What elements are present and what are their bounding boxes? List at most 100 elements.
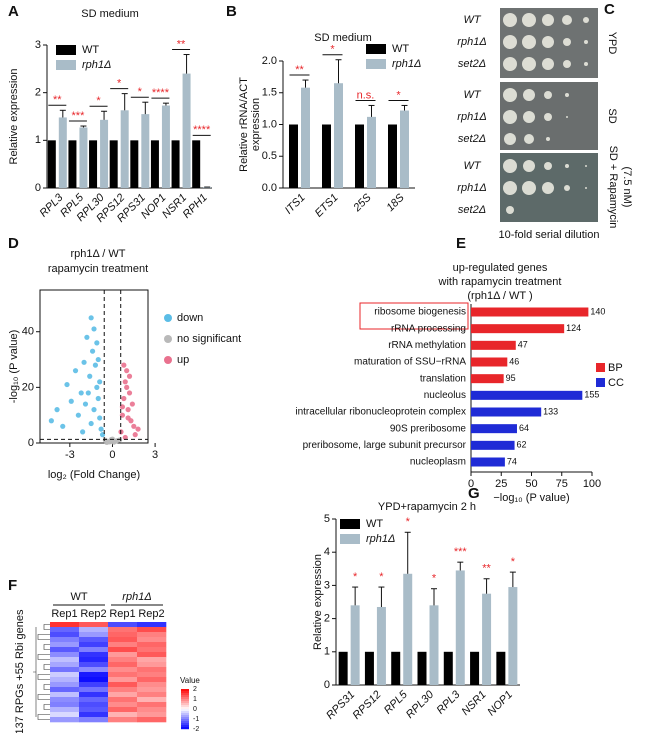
colony [522,13,536,27]
y-axis-label: Relative expression [8,69,20,165]
x-tick-label: 18S [384,191,407,214]
x-tick-label: ITS1 [283,192,308,217]
heatmap-cell [137,712,167,718]
dendrogram [33,627,37,717]
bar [100,119,109,188]
colony [542,182,554,194]
point [122,379,128,385]
y-tick-label: 1 [35,134,41,146]
heatmap-cell [79,682,109,688]
bar [338,651,348,685]
colorbar-segment [181,699,189,702]
bar [471,424,517,434]
y-axis-label: Relative expression [312,554,324,650]
dendrogram [37,634,50,640]
point [131,423,137,429]
y-tick-label: 0 [28,437,34,449]
bar [182,73,191,188]
point [97,379,103,385]
column-label: Rep2 [138,608,164,620]
bar [388,124,397,188]
x-tick-label: NOP1 [485,689,515,719]
significance-label: * [330,44,335,56]
bar [443,651,453,685]
significance-label: * [396,89,401,101]
heatmap-cell [50,677,80,683]
point [125,415,131,421]
heatmap-cell [79,652,109,658]
colony [584,62,588,66]
heatmap-cell [79,677,109,683]
heatmap-cell [108,652,138,658]
y-tick-label: 40 [22,326,34,338]
heatmap-cell [50,712,80,718]
count-label: 140 [590,306,605,316]
chart-title: up-regulated genes [453,262,548,274]
point [107,439,113,445]
bar [47,140,56,188]
heatmap-cell [79,692,109,698]
bar [376,606,386,685]
heatmap-cell [50,627,80,633]
x-tick-label: RPS12 [350,689,383,722]
dendrogram [43,704,50,710]
dendrogram [37,714,50,720]
y-tick-label: 0 [35,182,41,194]
colorbar-segment [181,721,189,724]
heatmap-cell [137,702,167,708]
heatmap-cell [108,697,138,703]
y-tick-label: 1.5 [262,87,277,99]
point [124,384,130,390]
heatmap-cell [79,702,109,708]
heatmap-cell [79,622,109,628]
heatmap-cell [137,697,167,703]
bar [109,140,118,188]
heatmap-cell [79,707,109,713]
condition-label: SD [606,108,618,123]
colony [565,164,569,168]
y-tick-label: 0.5 [262,150,277,162]
bar [471,357,508,367]
heatmap-cell [50,697,80,703]
chart-title: with rapamycin treatment [438,276,562,288]
heatmap-cell [137,627,167,633]
y-tick-label: 2 [324,613,330,625]
x-tick-label: RPL30 [404,688,437,721]
chart-title: SD medium [81,8,138,20]
panel-letter: F [8,577,17,594]
colorbar-segment [181,693,189,696]
point [81,359,87,365]
x-tick-label: 3 [152,449,158,461]
column-label: Rep1 [109,608,135,620]
y-axis-label: -log₁₀ (P value) [8,330,20,404]
legend-label: BP [608,362,623,374]
legend-swatch [366,59,386,69]
colorbar-segment [181,709,189,712]
heatmap-cell [108,682,138,688]
point [124,368,130,374]
x-tick-label: 75 [556,478,568,490]
colorbar-segment [181,711,189,714]
category-label: rRNA methylation [388,340,466,351]
x-tick-label: 0 [109,449,115,461]
bar [391,651,401,685]
significance-label: **** [152,87,170,99]
significance-label: * [138,86,143,98]
bar [496,651,506,685]
count-label: 64 [519,423,529,433]
colony [564,185,570,191]
colony [563,60,571,68]
bar [403,573,413,685]
point [68,398,74,404]
colony [542,36,554,48]
colony [562,15,572,25]
heatmap-cell [79,627,109,633]
point [64,381,70,388]
heatmap-cell [50,632,80,638]
heatmap-cell [137,667,167,673]
bar [508,587,518,685]
dendrogram [43,624,50,630]
bar [120,110,129,188]
bar [355,124,364,188]
